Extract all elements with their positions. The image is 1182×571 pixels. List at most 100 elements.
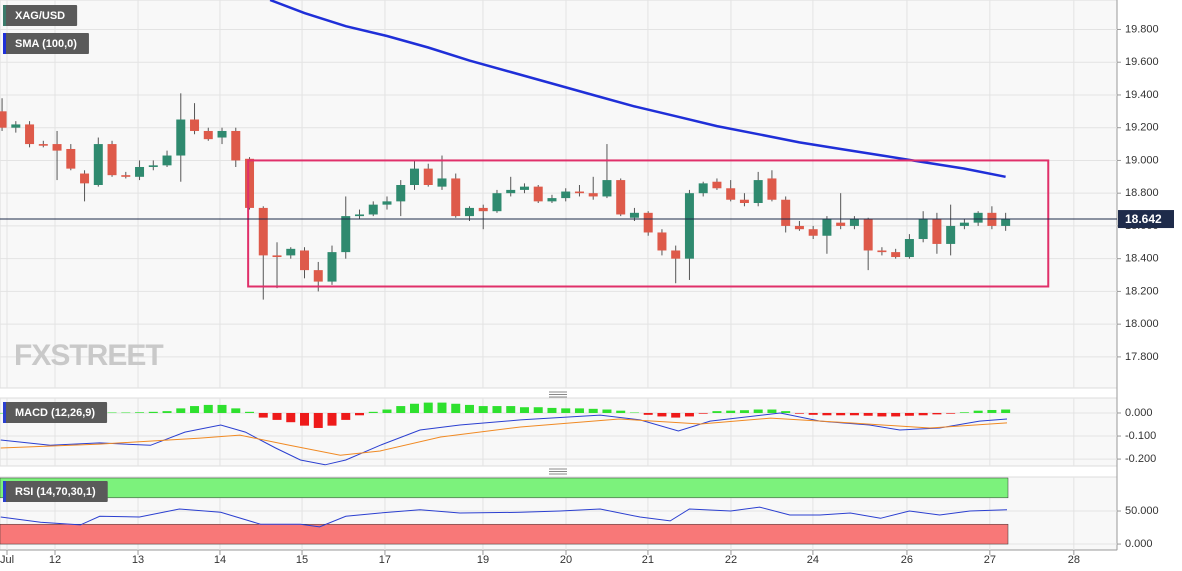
panel-handle[interactable] — [549, 391, 567, 398]
x-tick-label: 15 — [296, 554, 308, 566]
macd-histogram-bar — [959, 412, 969, 413]
series-label-text: XAG/USD — [15, 10, 65, 22]
candle-body — [836, 222, 846, 226]
macd-histogram-bar — [932, 412, 942, 415]
macd-histogram-bar — [464, 404, 474, 413]
candle-body — [423, 168, 433, 185]
candle-body — [162, 155, 172, 166]
macd-histogram-bar — [286, 412, 296, 423]
x-tick-label: 21 — [642, 554, 654, 566]
candle-body — [272, 255, 282, 258]
candle-body — [506, 189, 516, 194]
candle-body — [11, 124, 21, 128]
macd-histogram-bar — [135, 412, 145, 413]
candle-body — [712, 181, 722, 189]
candle-body — [258, 207, 268, 256]
x-tick-label: 26 — [901, 554, 913, 566]
candle-body — [1001, 219, 1011, 226]
price-panel — [0, 0, 1118, 389]
overlay-label-box — [3, 33, 89, 54]
macd-histogram-bar — [409, 403, 419, 413]
macd-histogram-bar — [753, 409, 763, 413]
macd-histogram-bar — [781, 411, 791, 413]
macd-line — [0, 412, 1008, 466]
y-tick-label: 0.000 — [1125, 407, 1153, 419]
series-label-stripe — [3, 5, 6, 26]
candle-body — [148, 165, 158, 167]
macd-histogram-bar — [973, 410, 983, 413]
macd-histogram-bar — [739, 410, 749, 413]
candle-body — [217, 130, 227, 138]
candle-body — [973, 212, 983, 223]
candle-body — [0, 111, 7, 128]
rsi-band — [0, 477, 1009, 499]
macd-histogram-bar — [643, 412, 653, 415]
rsi-line — [0, 506, 1008, 528]
y-tick-label: 0.000 — [1125, 538, 1153, 550]
candle-body — [396, 184, 406, 202]
candle-body — [946, 225, 956, 244]
candle-body — [190, 119, 200, 131]
macd-histogram-bar — [162, 411, 172, 413]
candle-body — [341, 216, 351, 253]
candle-body — [959, 222, 969, 226]
range-box — [247, 159, 1050, 288]
candle-body — [781, 199, 791, 226]
y-tick-label: 19.800 — [1125, 23, 1159, 35]
macd-histogram-bar — [313, 412, 323, 428]
indicator-label: MACD (12,26,9) — [3, 402, 108, 423]
macd-histogram-bar — [629, 412, 639, 414]
candle-body — [382, 201, 392, 205]
indicator-label-stripe — [3, 402, 6, 423]
candle-body — [451, 178, 461, 217]
macd-histogram-bar — [657, 412, 667, 417]
indicator-label-text: RSI (14,70,30,1) — [15, 486, 96, 498]
x-tick-label: 12 — [49, 554, 61, 566]
macd-histogram-bar — [726, 410, 736, 413]
candle-body — [478, 207, 488, 212]
candle-body — [121, 175, 131, 177]
candle-body — [767, 178, 777, 200]
candle-body — [231, 130, 241, 161]
macd-histogram-bar — [987, 409, 997, 413]
candle-body — [671, 250, 681, 259]
candle-body — [739, 199, 749, 204]
macd-histogram-bar — [918, 412, 928, 416]
candle-body — [464, 207, 474, 217]
candle-body — [698, 183, 708, 194]
indicator-label-box — [3, 402, 108, 423]
indicator-label: RSI (14,70,30,1) — [3, 481, 108, 502]
candle-body — [643, 212, 653, 233]
macd-histogram-bar — [574, 408, 584, 413]
rsi-band — [0, 523, 1009, 545]
macd-histogram-bar — [849, 412, 859, 416]
macd-histogram-bar — [451, 403, 461, 413]
x-tick-label: 17 — [379, 554, 391, 566]
macd-histogram-bar — [698, 412, 708, 414]
y-tick-label: 19.400 — [1125, 89, 1159, 101]
macd-line — [0, 417, 1008, 456]
candle-body — [657, 232, 667, 251]
candle-body — [561, 191, 571, 199]
candle-body — [808, 229, 818, 236]
series-label-box — [3, 5, 78, 26]
last-price-box — [1118, 210, 1174, 229]
macd-histogram-bar — [891, 412, 901, 417]
macd-histogram-bar — [684, 412, 694, 417]
candle-body — [602, 180, 612, 197]
macd-histogram-bar — [245, 411, 255, 413]
candle-body — [52, 144, 62, 151]
candle-body — [533, 186, 543, 202]
candle-body — [25, 124, 35, 145]
macd-histogram-bar — [341, 412, 351, 420]
candle-body — [904, 239, 914, 258]
candle-body — [135, 166, 145, 177]
x-tick-label: 19 — [477, 554, 489, 566]
candle-body — [203, 130, 213, 140]
macd-histogram-bar — [904, 412, 914, 416]
macd-histogram-bar — [822, 412, 832, 416]
panel-handle[interactable] — [549, 468, 567, 475]
candle-body — [863, 219, 873, 251]
y-tick-label: 19.000 — [1125, 154, 1159, 166]
